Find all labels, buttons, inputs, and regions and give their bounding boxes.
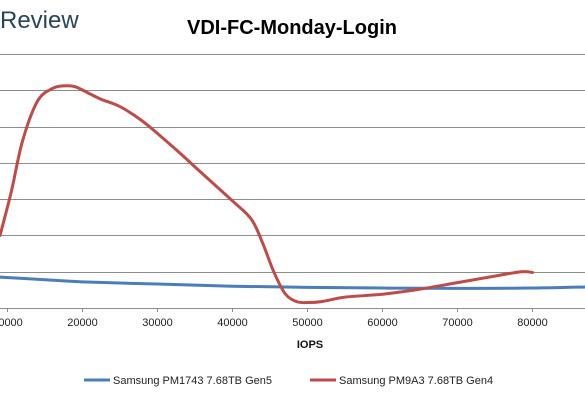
gridlines <box>0 54 585 309</box>
x-tick-label: 50000 <box>292 317 323 329</box>
x-tick-label: 40000 <box>217 317 248 329</box>
legend: Samsung PM1743 7.68TB Gen5 Samsung PM9A3 … <box>84 375 493 387</box>
x-axis: 10000 20000 30000 40000 50000 60000 70000 80000 <box>0 308 548 329</box>
series-line-1 <box>0 275 585 290</box>
x-axis-label: IOPS <box>297 339 323 351</box>
x-tick-label: 60000 <box>367 317 398 329</box>
x-tick-label: 20000 <box>67 317 98 329</box>
series-lines <box>0 84 585 305</box>
x-tick-label: 80000 <box>517 317 548 329</box>
watermark-text: Review <box>0 7 79 34</box>
x-tick-label: 70000 <box>442 317 473 329</box>
series-line-2 <box>0 84 534 305</box>
legend-label-1: Samsung PM1743 7.68TB Gen5 <box>113 375 272 387</box>
x-tick-label: 10000 <box>0 317 23 329</box>
chart-title: VDI-FC-Monday-Login <box>187 17 397 39</box>
legend-label-2: Samsung PM9A3 7.68TB Gen4 <box>339 375 493 387</box>
x-tick-label: 30000 <box>142 317 173 329</box>
